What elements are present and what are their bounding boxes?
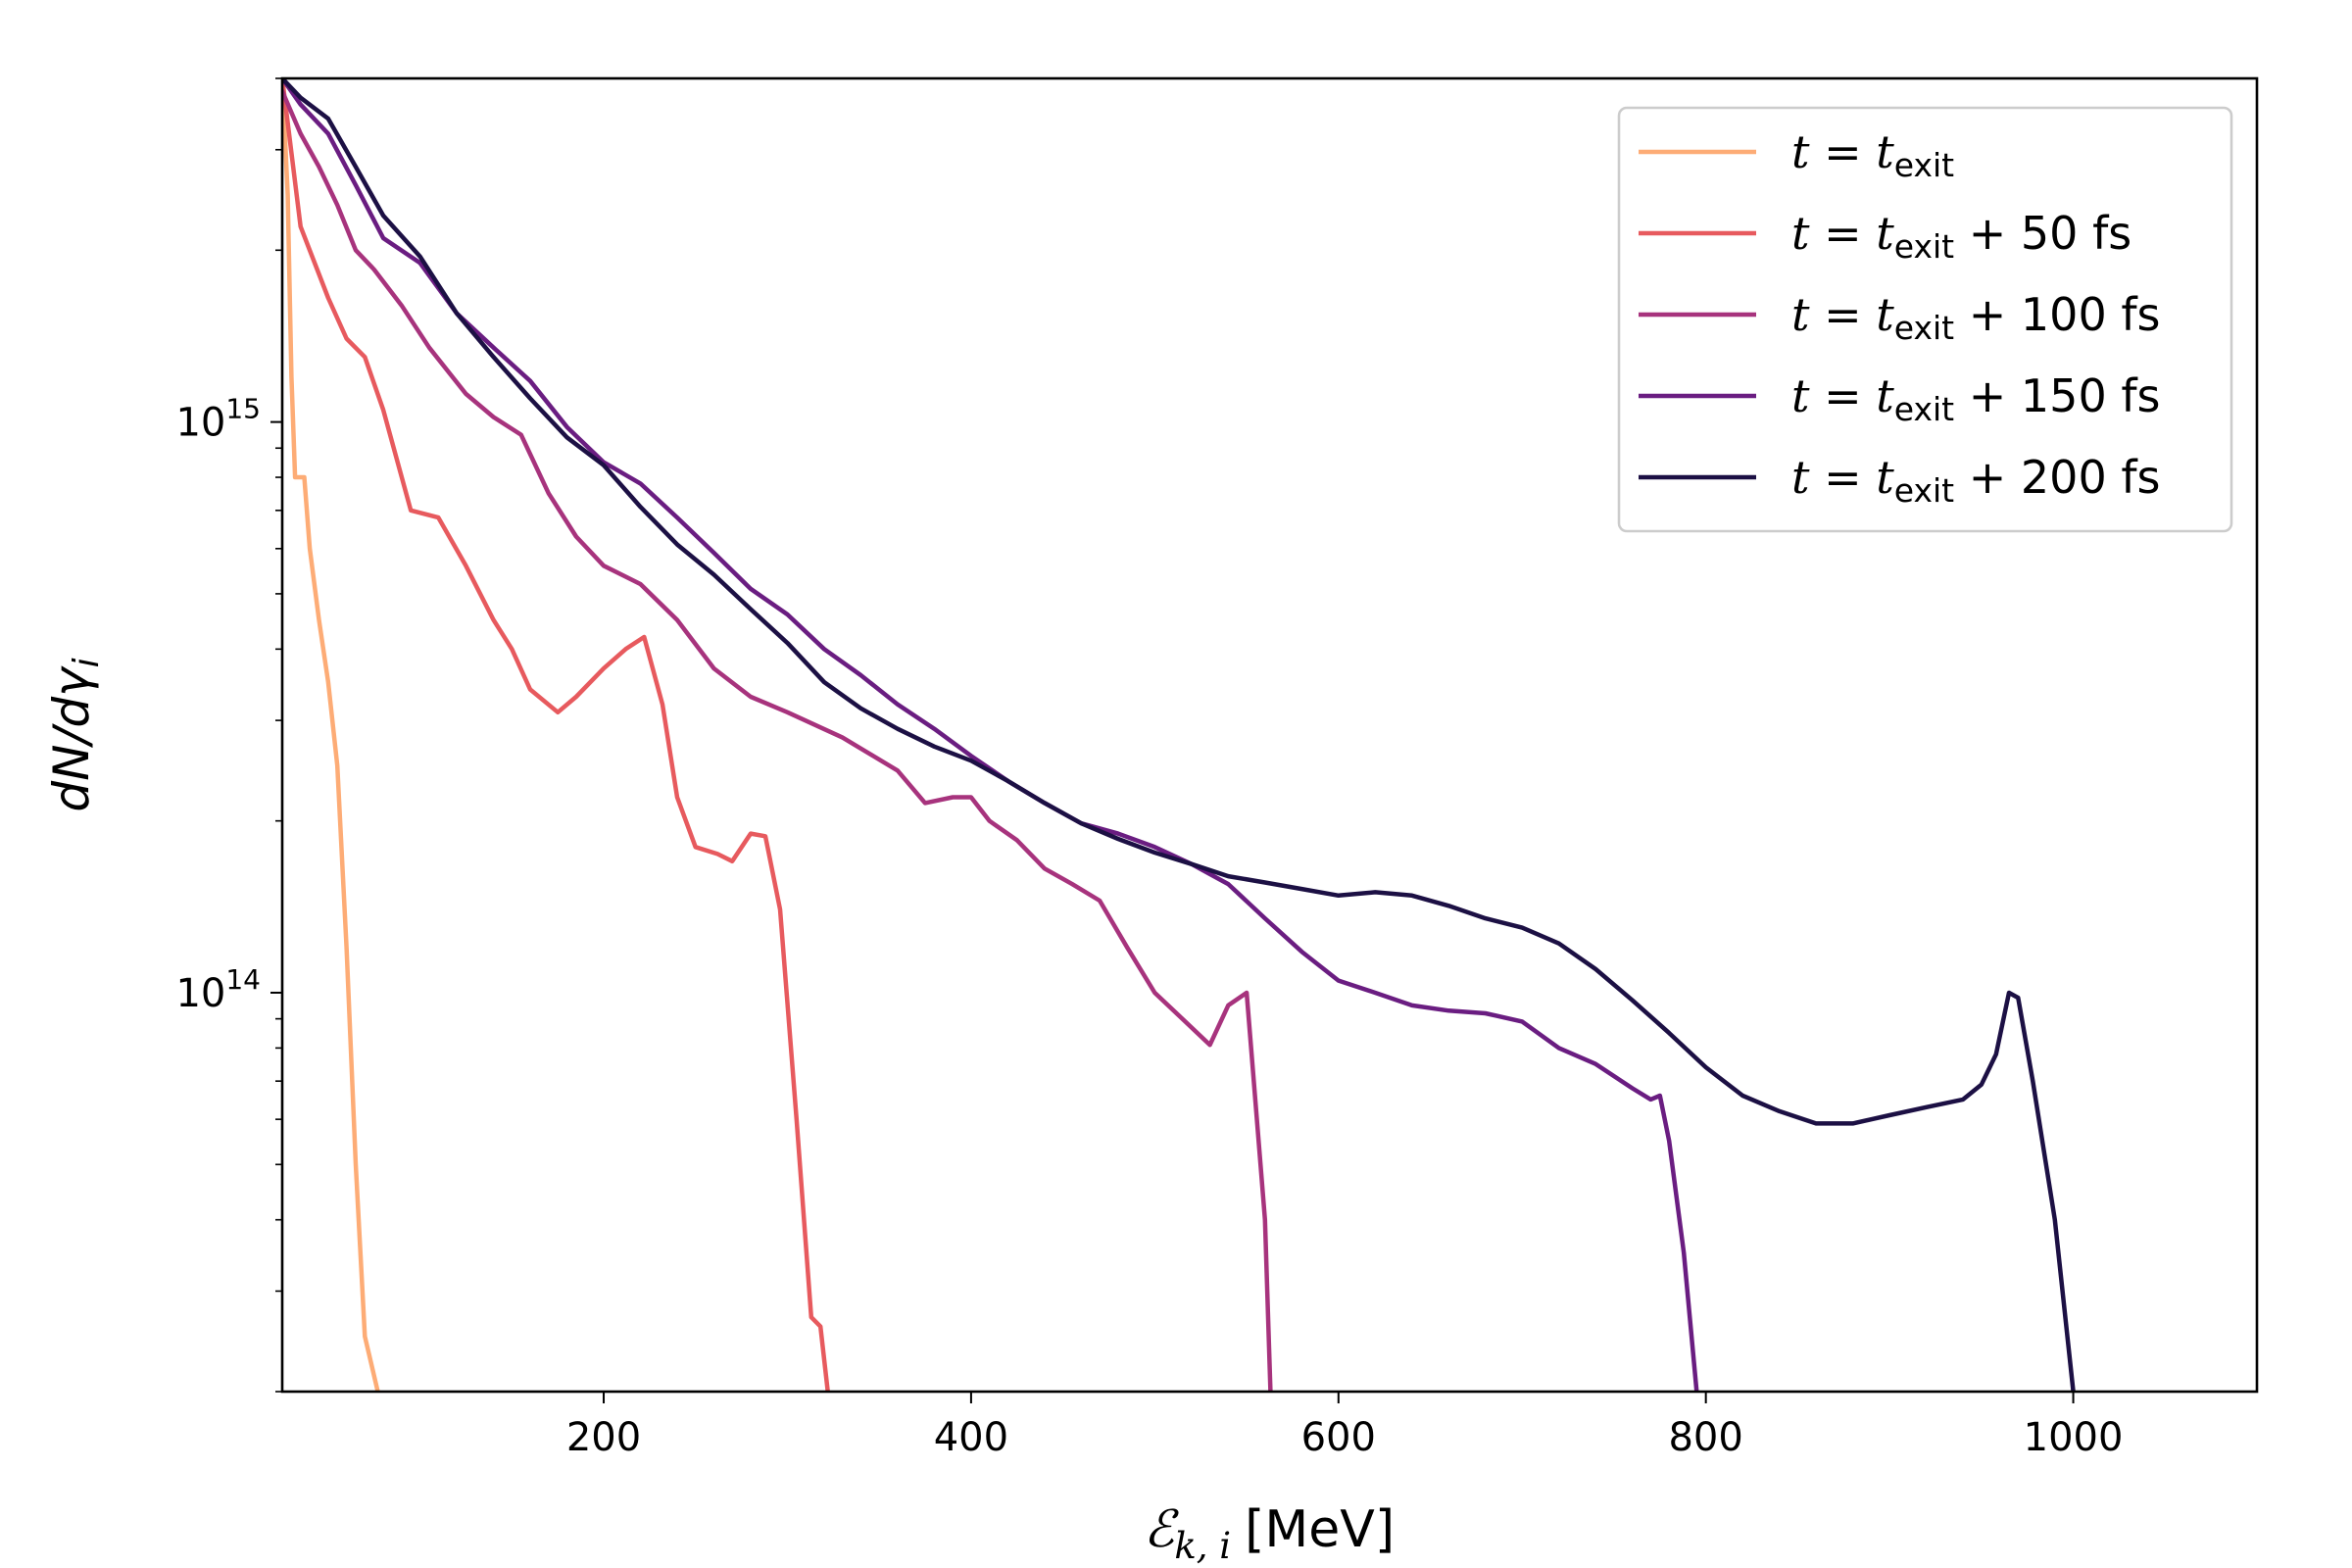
legend-label-1: t = texit + 50 fs [1791,207,2132,266]
y-tick-label: 1014 [175,963,261,1016]
legend-frame [1617,106,2233,533]
x-axis-label-unit: [MeV] [1245,1500,1395,1559]
x-axis-label-symbol: ℰ [1144,1500,1179,1559]
legend-label-0: t = texit [1791,125,1954,184]
y-axis-label-main: dN/dγ [43,665,100,812]
y-axis-label-subscript: i [67,658,107,667]
legend-label-4: t = texit + 200 fs [1791,451,2161,510]
legend: t = texit t = texit + 50 fs t = texit + 10… [1617,106,2233,533]
y-axis-ticks: 1014 1015 [175,393,282,1016]
x-tick-label: 400 [934,1415,1008,1460]
plot-frame [280,76,2259,1394]
x-tick-label: 200 [566,1415,641,1460]
y-axis-label: dN/dγi [43,658,107,811]
y-tick-label: 1015 [175,393,261,446]
x-tick-label: 800 [1668,1415,1742,1460]
series-line-4 [282,78,2076,1392]
series-line-0 [282,78,380,1392]
legend-label-3: t = texit + 150 fs [1791,369,2161,428]
series-line-1 [282,78,830,1392]
legend-label-2: t = texit + 100 fs [1791,288,2161,347]
x-axis-ticks: 200 400 600 800 1000 [566,1392,2124,1460]
x-axis-label: ℰk, i [MeV] [1144,1500,1395,1567]
x-tick-label: 600 [1301,1415,1376,1460]
x-axis-label-subscript: k, i [1174,1525,1231,1567]
series-line-2 [282,88,1273,1392]
x-tick-label: 1000 [2024,1415,2124,1460]
series-layer [282,78,2076,1392]
